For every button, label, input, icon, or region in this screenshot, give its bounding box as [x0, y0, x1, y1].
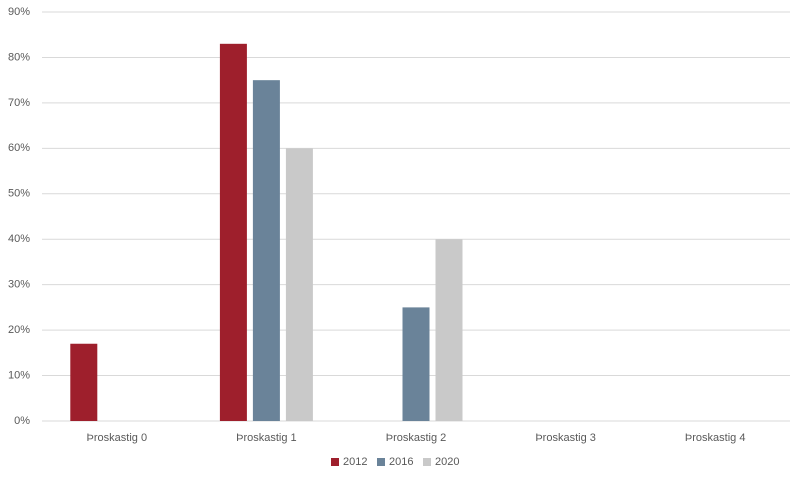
bar	[402, 307, 430, 421]
bar	[252, 80, 280, 422]
y-tick-label: 50%	[8, 188, 30, 200]
legend-swatch	[423, 458, 431, 466]
x-tick-label: Þroskastig 3	[535, 432, 596, 444]
x-tick-label: Þroskastig 0	[87, 432, 148, 444]
x-tick-label: Þroskastig 4	[685, 432, 746, 444]
y-tick-label: 40%	[8, 233, 30, 245]
x-tick-label: Þroskastig 1	[236, 432, 297, 444]
bar	[70, 343, 98, 421]
y-tick-label: 70%	[8, 97, 30, 109]
y-tick-label: 90%	[8, 6, 30, 18]
legend-label: 2020	[435, 456, 459, 468]
bar	[435, 239, 463, 421]
bar	[219, 43, 247, 422]
bar	[285, 148, 313, 422]
legend-swatch	[331, 458, 339, 466]
legend-label: 2016	[389, 456, 413, 468]
y-tick-label: 0%	[14, 415, 30, 427]
y-tick-label: 30%	[8, 279, 30, 291]
y-tick-label: 10%	[8, 369, 30, 381]
legend-label: 2012	[343, 456, 367, 468]
legend-swatch	[377, 458, 385, 466]
y-tick-label: 60%	[8, 142, 30, 154]
y-tick-label: 20%	[8, 324, 30, 336]
x-tick-label: Þroskastig 2	[386, 432, 447, 444]
y-tick-label: 80%	[8, 51, 30, 63]
